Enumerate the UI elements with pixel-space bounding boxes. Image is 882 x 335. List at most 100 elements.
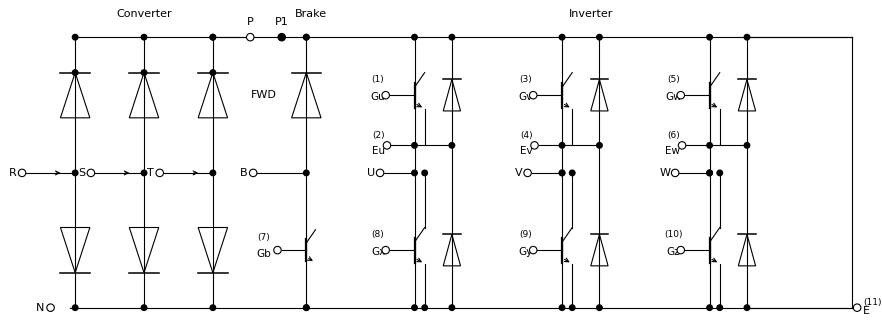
Circle shape (677, 246, 684, 254)
Circle shape (559, 35, 564, 40)
Text: N: N (36, 303, 45, 313)
Text: Gx: Gx (371, 247, 385, 257)
Circle shape (210, 35, 215, 40)
Circle shape (744, 143, 750, 148)
Circle shape (677, 91, 684, 99)
Circle shape (596, 143, 602, 148)
Circle shape (210, 305, 215, 311)
Text: S: S (78, 168, 85, 178)
Text: (8): (8) (371, 230, 385, 239)
Circle shape (278, 34, 286, 41)
Text: P1: P1 (275, 17, 288, 27)
Text: R: R (9, 168, 16, 178)
Text: V: V (515, 168, 523, 178)
Circle shape (531, 142, 538, 149)
Circle shape (279, 35, 285, 40)
Text: Ew: Ew (665, 146, 680, 156)
Text: W: W (659, 168, 670, 178)
Circle shape (210, 170, 215, 176)
Text: (2): (2) (372, 131, 385, 140)
Circle shape (596, 305, 602, 311)
Text: Gb: Gb (257, 249, 272, 259)
Circle shape (559, 170, 564, 176)
Text: Inverter: Inverter (568, 9, 613, 19)
Text: Ev: Ev (519, 146, 533, 156)
Circle shape (559, 170, 564, 176)
Text: Gu: Gu (370, 92, 385, 102)
Circle shape (524, 169, 531, 177)
Circle shape (706, 305, 713, 311)
Circle shape (449, 143, 454, 148)
Circle shape (303, 35, 309, 40)
Circle shape (529, 246, 537, 254)
Circle shape (422, 170, 428, 176)
Circle shape (156, 169, 163, 177)
Circle shape (412, 143, 417, 148)
Text: Eu: Eu (372, 146, 385, 156)
Circle shape (72, 170, 78, 176)
Text: E: E (863, 306, 870, 316)
Circle shape (246, 34, 254, 41)
Circle shape (529, 91, 537, 99)
Circle shape (382, 91, 390, 99)
Circle shape (382, 246, 390, 254)
Circle shape (210, 35, 215, 40)
Circle shape (559, 143, 564, 148)
Circle shape (72, 70, 78, 75)
Text: Brake: Brake (295, 9, 327, 19)
Text: T: T (147, 168, 153, 178)
Circle shape (671, 169, 679, 177)
Circle shape (87, 169, 94, 177)
Text: (7): (7) (258, 233, 271, 242)
Circle shape (19, 169, 26, 177)
Circle shape (449, 305, 454, 311)
Circle shape (47, 304, 55, 312)
Circle shape (141, 70, 146, 75)
Circle shape (250, 169, 257, 177)
Circle shape (706, 170, 713, 176)
Circle shape (273, 246, 281, 254)
Circle shape (559, 305, 564, 311)
Text: (6): (6) (668, 131, 680, 140)
Text: U: U (367, 168, 375, 178)
Text: Gy: Gy (519, 247, 533, 257)
Circle shape (303, 305, 309, 311)
Circle shape (303, 170, 309, 176)
Circle shape (279, 35, 285, 40)
Circle shape (303, 35, 309, 40)
Text: (11): (11) (863, 298, 881, 307)
Circle shape (303, 305, 309, 311)
Circle shape (377, 169, 384, 177)
Text: FWD: FWD (251, 90, 277, 100)
Circle shape (72, 35, 78, 40)
Circle shape (412, 305, 417, 311)
Circle shape (744, 35, 750, 40)
Text: Converter: Converter (116, 9, 172, 19)
Circle shape (449, 35, 454, 40)
Circle shape (141, 170, 146, 176)
Text: (10): (10) (664, 230, 683, 239)
Circle shape (678, 142, 686, 149)
Circle shape (72, 305, 78, 311)
Text: (4): (4) (519, 131, 533, 140)
Text: (1): (1) (371, 75, 385, 84)
Circle shape (717, 305, 722, 311)
Circle shape (412, 170, 417, 176)
Text: (3): (3) (519, 75, 532, 84)
Circle shape (706, 143, 713, 148)
Circle shape (706, 35, 713, 40)
Text: Gw: Gw (665, 92, 682, 102)
Circle shape (141, 305, 146, 311)
Circle shape (422, 305, 428, 311)
Circle shape (744, 305, 750, 311)
Circle shape (596, 35, 602, 40)
Circle shape (717, 170, 722, 176)
Text: (9): (9) (519, 230, 532, 239)
Circle shape (570, 305, 575, 311)
Text: P: P (247, 17, 254, 27)
Text: B: B (240, 168, 247, 178)
Circle shape (412, 35, 417, 40)
Text: (5): (5) (667, 75, 679, 84)
Text: Gv: Gv (519, 92, 533, 102)
Circle shape (854, 304, 861, 312)
